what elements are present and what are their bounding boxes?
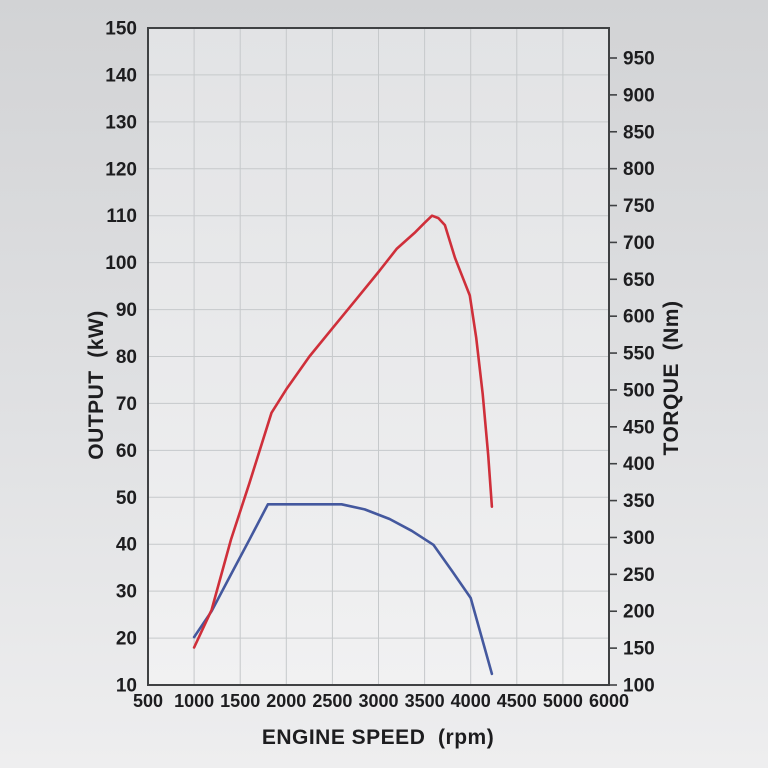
y-right-tick-label: 850 <box>623 122 655 143</box>
y-right-tick-label: 350 <box>623 491 655 512</box>
y-right-tick-label: 550 <box>623 344 655 365</box>
y-left-tick-label: 90 <box>116 300 137 321</box>
y-left-tick-label: 110 <box>106 206 137 227</box>
y-left-tick-label: 60 <box>116 441 137 462</box>
x-tick-label: 2500 <box>312 691 352 711</box>
y-right-tick-label: 100 <box>623 676 655 697</box>
torque-curve <box>192 503 494 676</box>
output-curve <box>192 214 494 649</box>
y-left-tick-label: 100 <box>105 253 137 274</box>
x-tick-label: 500 <box>133 691 163 711</box>
y-right-tick-label: 800 <box>623 159 655 180</box>
x-tick-label: 1500 <box>220 691 260 711</box>
y-left-tick-label: 80 <box>116 347 137 368</box>
y-left-tick-label: 130 <box>105 112 137 133</box>
plot-frame <box>147 27 610 686</box>
x-tick-label: 4500 <box>497 691 537 711</box>
y-left-tick-label: 70 <box>116 394 137 415</box>
x-tick-label: 1000 <box>174 691 214 711</box>
y-left-tick-label: 20 <box>116 629 137 650</box>
y-left-tick-label: 10 <box>116 676 137 697</box>
y-right-tick-label: 150 <box>623 639 655 660</box>
y-right-tick-label: 450 <box>623 417 655 438</box>
x-tick-label: 6000 <box>589 691 629 711</box>
y-right-tick-label: 650 <box>623 270 655 291</box>
right-axis-title: TORQUE (Nm) <box>660 300 683 456</box>
y-right-tick-label: 600 <box>623 307 655 328</box>
y-left-tick-label: 150 <box>105 19 137 40</box>
x-axis-title: ENGINE SPEED (rpm) <box>261 726 495 749</box>
y-left-tick-label: 50 <box>116 488 137 509</box>
x-tick-label: 5000 <box>543 691 583 711</box>
y-right-tick-label: 950 <box>623 49 655 70</box>
y-right-tick-label: 300 <box>623 528 655 549</box>
y-right-tick-label: 750 <box>623 196 655 217</box>
x-tick-label: 4000 <box>451 691 491 711</box>
left-axis-title: OUTPUT (kW) <box>85 310 108 460</box>
y-left-tick-label: 40 <box>116 535 137 556</box>
y-right-tick-label: 250 <box>623 565 655 586</box>
y-left-tick-label: 30 <box>116 582 137 603</box>
y-right-tick-label: 400 <box>623 454 655 475</box>
x-tick-label: 3500 <box>405 691 445 711</box>
x-tick-label: 3000 <box>358 691 398 711</box>
y-right-tick-label: 700 <box>623 233 655 254</box>
y-left-tick-label: 140 <box>105 65 137 86</box>
y-left-tick-label: 120 <box>105 159 137 180</box>
y-right-tick-label: 500 <box>623 380 655 401</box>
x-tick-label: 2000 <box>266 691 306 711</box>
y-right-tick-label: 900 <box>623 85 655 106</box>
y-right-tick-label: 200 <box>623 602 655 623</box>
